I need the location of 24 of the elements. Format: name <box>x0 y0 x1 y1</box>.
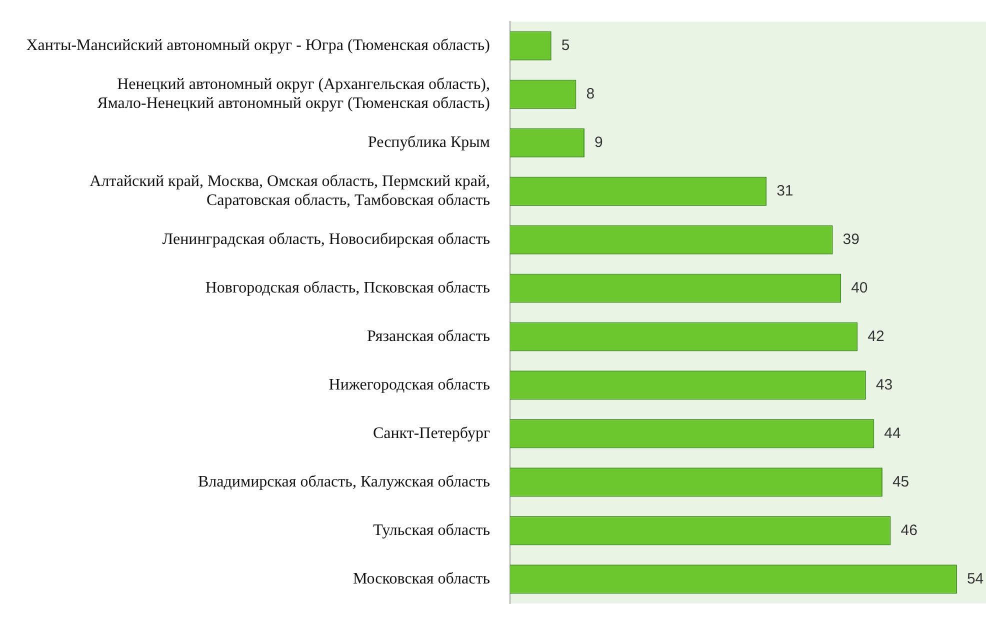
data-label: 39 <box>842 230 860 248</box>
y-tick-label: Новгородская область, Псковская область <box>205 279 490 296</box>
y-tick-label: Санкт-Петербург <box>372 424 490 442</box>
data-label: 31 <box>776 182 794 200</box>
y-tick-label: Владимирская область, Калужская область <box>198 473 490 490</box>
data-label: 8 <box>586 85 595 102</box>
y-tick-label: Рязанская область <box>367 328 490 345</box>
y-tick-label: Алтайский край, Москва, Омская область, Пермский край, Саратовская область, Тамбовская область <box>90 172 490 210</box>
data-label: 46 <box>900 522 918 539</box>
data-label: 40 <box>851 279 868 296</box>
y-tick-label: Ханты-Мансийский автономный округ - Югра (Тюменская область) <box>26 37 490 54</box>
data-label: 44 <box>884 424 901 442</box>
data-label: 54 <box>966 570 984 588</box>
data-label: 45 <box>892 473 910 490</box>
data-label: 42 <box>868 328 884 345</box>
y-tick-label: Тульская область <box>373 522 490 539</box>
y-tick-label: Ленинградская область, Новосибирская область <box>162 230 490 248</box>
data-label: 43 <box>876 376 893 394</box>
y-tick-label: Ненецкий автономный округ (Архангельская область), Ямало-Ненецкий автономный округ (Тюменская область) <box>97 76 490 112</box>
y-tick-label: Республика Крым <box>368 134 490 152</box>
y-tick-label: Нижегородская область <box>328 376 490 394</box>
data-label: 5 <box>561 36 570 54</box>
y-tick-label: Московская область <box>352 570 490 588</box>
data-label: 9 <box>594 134 603 151</box>
